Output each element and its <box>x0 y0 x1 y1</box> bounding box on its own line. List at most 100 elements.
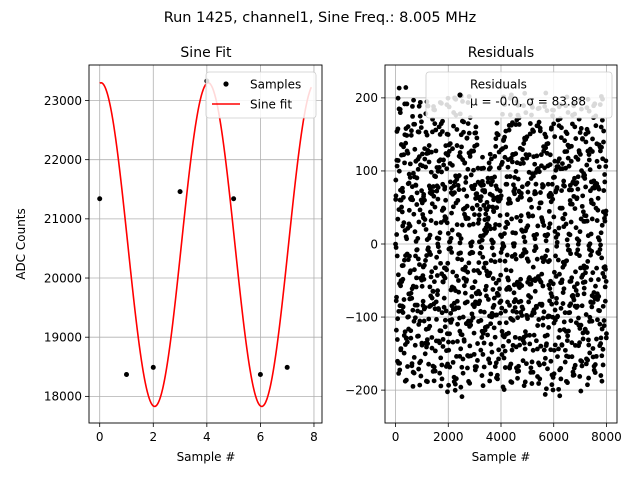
residual-point-1499 <box>604 331 609 337</box>
residual-point-282 <box>432 368 438 374</box>
residual-point-957 <box>527 131 533 137</box>
residual-point-902 <box>520 147 525 153</box>
residual-point-164 <box>416 366 422 372</box>
residual-point-3 <box>393 193 399 199</box>
residual-point-744 <box>497 188 503 194</box>
residual-point-226 <box>424 337 430 343</box>
residual-point-480 <box>460 370 466 376</box>
residual-point-399 <box>449 249 455 255</box>
residual-point-1073 <box>544 341 549 347</box>
residual-point-657 <box>485 175 491 181</box>
residual-point-1371 <box>586 337 591 343</box>
residual-point-950 <box>526 152 532 158</box>
residual-point-329 <box>439 362 445 368</box>
residual-point-375 <box>445 230 451 236</box>
residual-point-1340 <box>581 291 587 297</box>
legend-samples-label: Samples <box>250 78 301 92</box>
residual-point-557 <box>471 268 477 273</box>
residual-point-1216 <box>564 258 570 264</box>
residual-point-227 <box>425 379 430 385</box>
residual-point-1 <box>393 197 399 202</box>
residual-point-1459 <box>598 373 604 378</box>
residual-point-1133 <box>552 229 558 234</box>
residual-point-595 <box>476 212 482 218</box>
residual-point-213 <box>423 258 428 263</box>
residual-point-1498 <box>603 335 609 341</box>
residual-point-1269 <box>571 372 577 378</box>
residual-point-194 <box>420 273 426 279</box>
residual-point-1058 <box>542 257 547 263</box>
residual-point-1362 <box>584 218 590 224</box>
residual-point-825 <box>509 216 515 222</box>
residual-point-1185 <box>559 205 565 211</box>
residual-point-676 <box>488 321 494 327</box>
residual-point-275 <box>431 364 437 370</box>
residual-point-1390 <box>588 231 594 237</box>
residual-point-599 <box>477 291 483 297</box>
residual-point-1007 <box>534 256 540 262</box>
residual-point-597 <box>477 270 482 276</box>
residual-point-828 <box>509 347 515 353</box>
residual-point-1219 <box>564 131 570 137</box>
residual-point-1165 <box>557 271 562 277</box>
residual-point-1030 <box>538 190 543 195</box>
residual-point-1144 <box>554 296 559 301</box>
residual-point-553 <box>470 221 476 227</box>
residual-point-183 <box>418 125 424 131</box>
residual-point-593 <box>476 217 482 223</box>
residual-point-269 <box>430 184 436 189</box>
residual-point-1400 <box>590 136 595 142</box>
residual-point-1488 <box>602 218 608 224</box>
residual-point-732 <box>496 356 501 362</box>
residual-point-1252 <box>569 275 575 281</box>
residual-point-392 <box>448 310 454 316</box>
sine-fit-ytick-label-21000: 21000 <box>44 212 82 226</box>
residual-point-807 <box>506 127 512 133</box>
residual-point-1254 <box>569 354 575 360</box>
residual-point-699 <box>491 252 497 258</box>
residual-point-15 <box>395 316 401 322</box>
residual-point-120 <box>410 103 415 109</box>
residual-point-849 <box>512 252 518 257</box>
residual-point-598 <box>477 298 483 304</box>
residual-point-765 <box>500 343 506 349</box>
residual-point-930 <box>524 361 529 367</box>
residual-point-671 <box>487 270 493 276</box>
sine-fit-xtick-label-0: 0 <box>96 430 104 444</box>
residual-point-1217 <box>564 149 570 154</box>
residual-point-1201 <box>562 183 567 189</box>
residual-point-1356 <box>583 361 589 367</box>
residual-point-253 <box>428 218 434 223</box>
residual-point-814 <box>507 174 513 179</box>
residual-point-909 <box>521 160 526 166</box>
residual-point-1420 <box>592 362 598 367</box>
residual-point-827 <box>509 380 515 385</box>
residual-point-38 <box>398 346 404 351</box>
residual-point-1022 <box>536 169 542 175</box>
residual-point-43 <box>399 204 404 210</box>
residual-point-261 <box>429 201 435 207</box>
residual-point-958 <box>527 121 533 126</box>
residual-point-517 <box>465 216 471 221</box>
residual-point-117 <box>409 361 415 367</box>
residual-point-613 <box>479 335 485 340</box>
residual-point-1159 <box>556 386 562 392</box>
residual-point-354 <box>442 317 448 323</box>
residual-point-331 <box>439 310 445 316</box>
residual-point-1320 <box>578 126 584 131</box>
residual-point-200 <box>421 192 427 197</box>
residual-point-751 <box>498 193 504 199</box>
residual-point-856 <box>513 169 519 174</box>
residual-point-1250 <box>569 143 574 149</box>
residual-point-1484 <box>601 274 607 280</box>
residual-point-1206 <box>562 359 568 365</box>
residual-point-1295 <box>575 247 581 253</box>
residual-point-967 <box>529 204 534 210</box>
residual-point-1223 <box>565 333 571 339</box>
residual-point-1353 <box>583 139 589 145</box>
residual-point-1478 <box>601 139 606 145</box>
residual-point-1290 <box>574 195 580 201</box>
residual-point-645 <box>483 283 489 289</box>
sine-fit-legend-box <box>205 71 317 119</box>
residual-point-1354 <box>583 213 589 219</box>
